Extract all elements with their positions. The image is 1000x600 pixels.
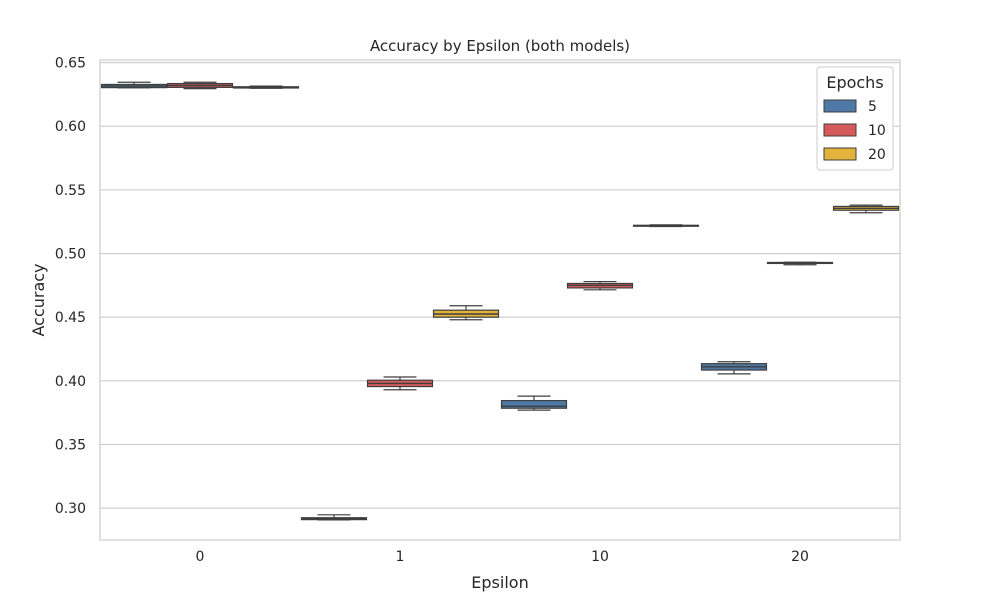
y-tick-label: 0.50 <box>55 247 86 263</box>
plot-frame <box>99 59 901 541</box>
legend-item-5: 5 <box>823 99 877 115</box>
legend-item-10: 10 <box>823 123 886 139</box>
box-epochs-5-eps-20 <box>700 361 768 375</box>
y-axis-label: Accuracy <box>29 263 48 336</box>
x-tick-label: 20 <box>791 549 809 565</box>
x-tick-labels: 0 1 10 20 <box>196 549 809 565</box>
x-tick-label: 10 <box>591 549 609 565</box>
y-tick-label: 0.60 <box>55 119 86 135</box>
box-epochs-20-eps-1 <box>432 305 500 321</box>
x-axis-label: Epsilon <box>471 573 528 592</box>
plot-background <box>100 60 900 540</box>
y-tick-labels: 0.30 0.35 0.40 0.45 0.50 0.55 0.60 0.65 <box>55 56 86 518</box>
box-epochs-5-eps-1 <box>300 514 368 521</box>
legend-swatch <box>823 147 857 161</box>
y-tick-label: 0.30 <box>55 501 86 517</box>
legend-swatch <box>823 99 857 113</box>
y-tick-label: 0.40 <box>55 374 86 390</box>
legend-label: 20 <box>868 147 886 163</box>
box-epochs-20-eps-0 <box>232 85 300 89</box>
x-tick-label: 0 <box>196 549 205 565</box>
legend-items: 5 10 20 <box>823 99 886 163</box>
legend-title: Epochs <box>826 73 883 92</box>
box-epochs-10-eps-10 <box>566 280 634 291</box>
y-tick-label: 0.35 <box>55 438 86 454</box>
box-epochs-20-eps-20 <box>832 204 900 214</box>
chart-title: Accuracy by Epsilon (both models) <box>370 37 630 55</box>
y-gridlines <box>100 61 900 509</box>
legend-label: 10 <box>868 123 886 139</box>
box-epochs-10-eps-0 <box>166 81 234 90</box>
y-tick-label: 0.65 <box>55 56 86 72</box>
box-plots <box>100 81 900 521</box>
box-epochs-10-eps-1 <box>366 376 434 391</box>
legend-frame <box>816 66 894 171</box>
legend: Epochs 5 10 20 <box>816 66 894 171</box>
x-tick-label: 1 <box>396 549 405 565</box>
legend-swatch <box>823 123 857 137</box>
y-tick-label: 0.55 <box>55 183 86 199</box>
box-epochs-20-eps-10 <box>632 224 700 228</box>
box-iqr <box>500 399 568 409</box>
y-tick-label: 0.45 <box>55 310 86 326</box>
box-epochs-5-eps-10 <box>500 395 568 411</box>
box-epochs-5-eps-0 <box>100 81 168 89</box>
legend-label: 5 <box>868 99 877 115</box>
box-epochs-10-eps-20 <box>766 261 834 266</box>
legend-item-20: 20 <box>823 147 886 163</box>
